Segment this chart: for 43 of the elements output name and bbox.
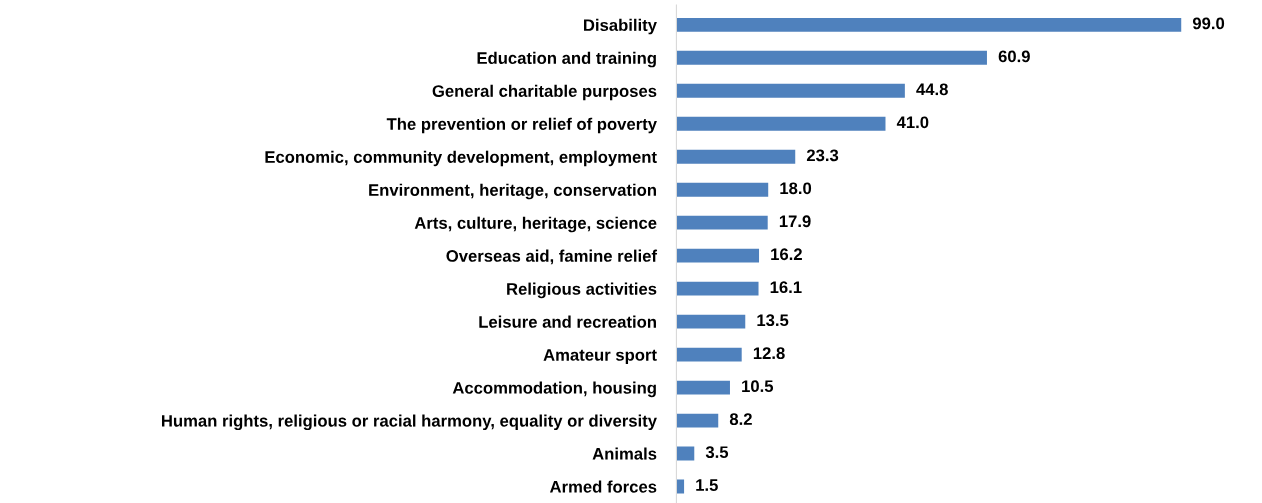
bar — [676, 347, 742, 362]
y-tick-label: Arts, culture, heritage, science — [414, 216, 657, 233]
y-tick-label: Armed forces — [549, 480, 657, 493]
data-label: 16.1 — [770, 281, 802, 294]
data-label: 3.5 — [705, 446, 729, 459]
y-tick-label: The prevention or relief of poverty — [386, 117, 657, 134]
bar — [676, 413, 719, 428]
data-label: 1.5 — [696, 479, 718, 491]
y-tick-label: Amateur sport — [543, 349, 657, 365]
bar — [676, 17, 1182, 32]
y-tick-label: Overseas aid, famine relief — [446, 249, 658, 265]
bar — [676, 50, 987, 65]
y-tick-label: Religious activities — [507, 282, 657, 299]
data-label: 41.0 — [896, 116, 929, 129]
data-label: 44.8 — [916, 83, 948, 96]
bar — [676, 281, 759, 296]
data-label: 18.0 — [780, 182, 812, 195]
bar — [676, 182, 769, 197]
data-label: 10.5 — [742, 380, 774, 393]
bar — [676, 380, 730, 395]
data-label: 60.9 — [998, 50, 1030, 63]
data-label: 13.5 — [757, 314, 789, 327]
y-tick-label: Human rights, religious or racial harmony, equality or diversity — [162, 414, 657, 431]
y-tick-label: General charitable purposes — [432, 84, 657, 101]
data-label: 99.0 — [1192, 17, 1225, 30]
y-tick-label: Economic, community development, employment — [265, 150, 657, 167]
bar — [676, 215, 768, 230]
data-label: 16.2 — [771, 248, 802, 261]
bar — [676, 149, 796, 164]
bar — [676, 83, 905, 98]
y-tick-label: Disability — [584, 18, 657, 35]
y-tick-label: Leisure and recreation — [479, 315, 656, 328]
y-tick-label: Accommodation, housing — [452, 381, 656, 398]
data-label: 17.9 — [779, 215, 811, 228]
y-tick-label: Animals — [592, 447, 657, 460]
data-label: 8.2 — [729, 413, 752, 426]
bar — [676, 314, 746, 329]
bar — [676, 248, 760, 263]
y-tick-label: Education and training — [477, 51, 656, 68]
bar — [676, 116, 886, 131]
y-tick-label: Environment, heritage, conservation — [369, 183, 656, 200]
data-label: 23.3 — [806, 149, 839, 162]
data-label: 12.8 — [753, 347, 785, 360]
